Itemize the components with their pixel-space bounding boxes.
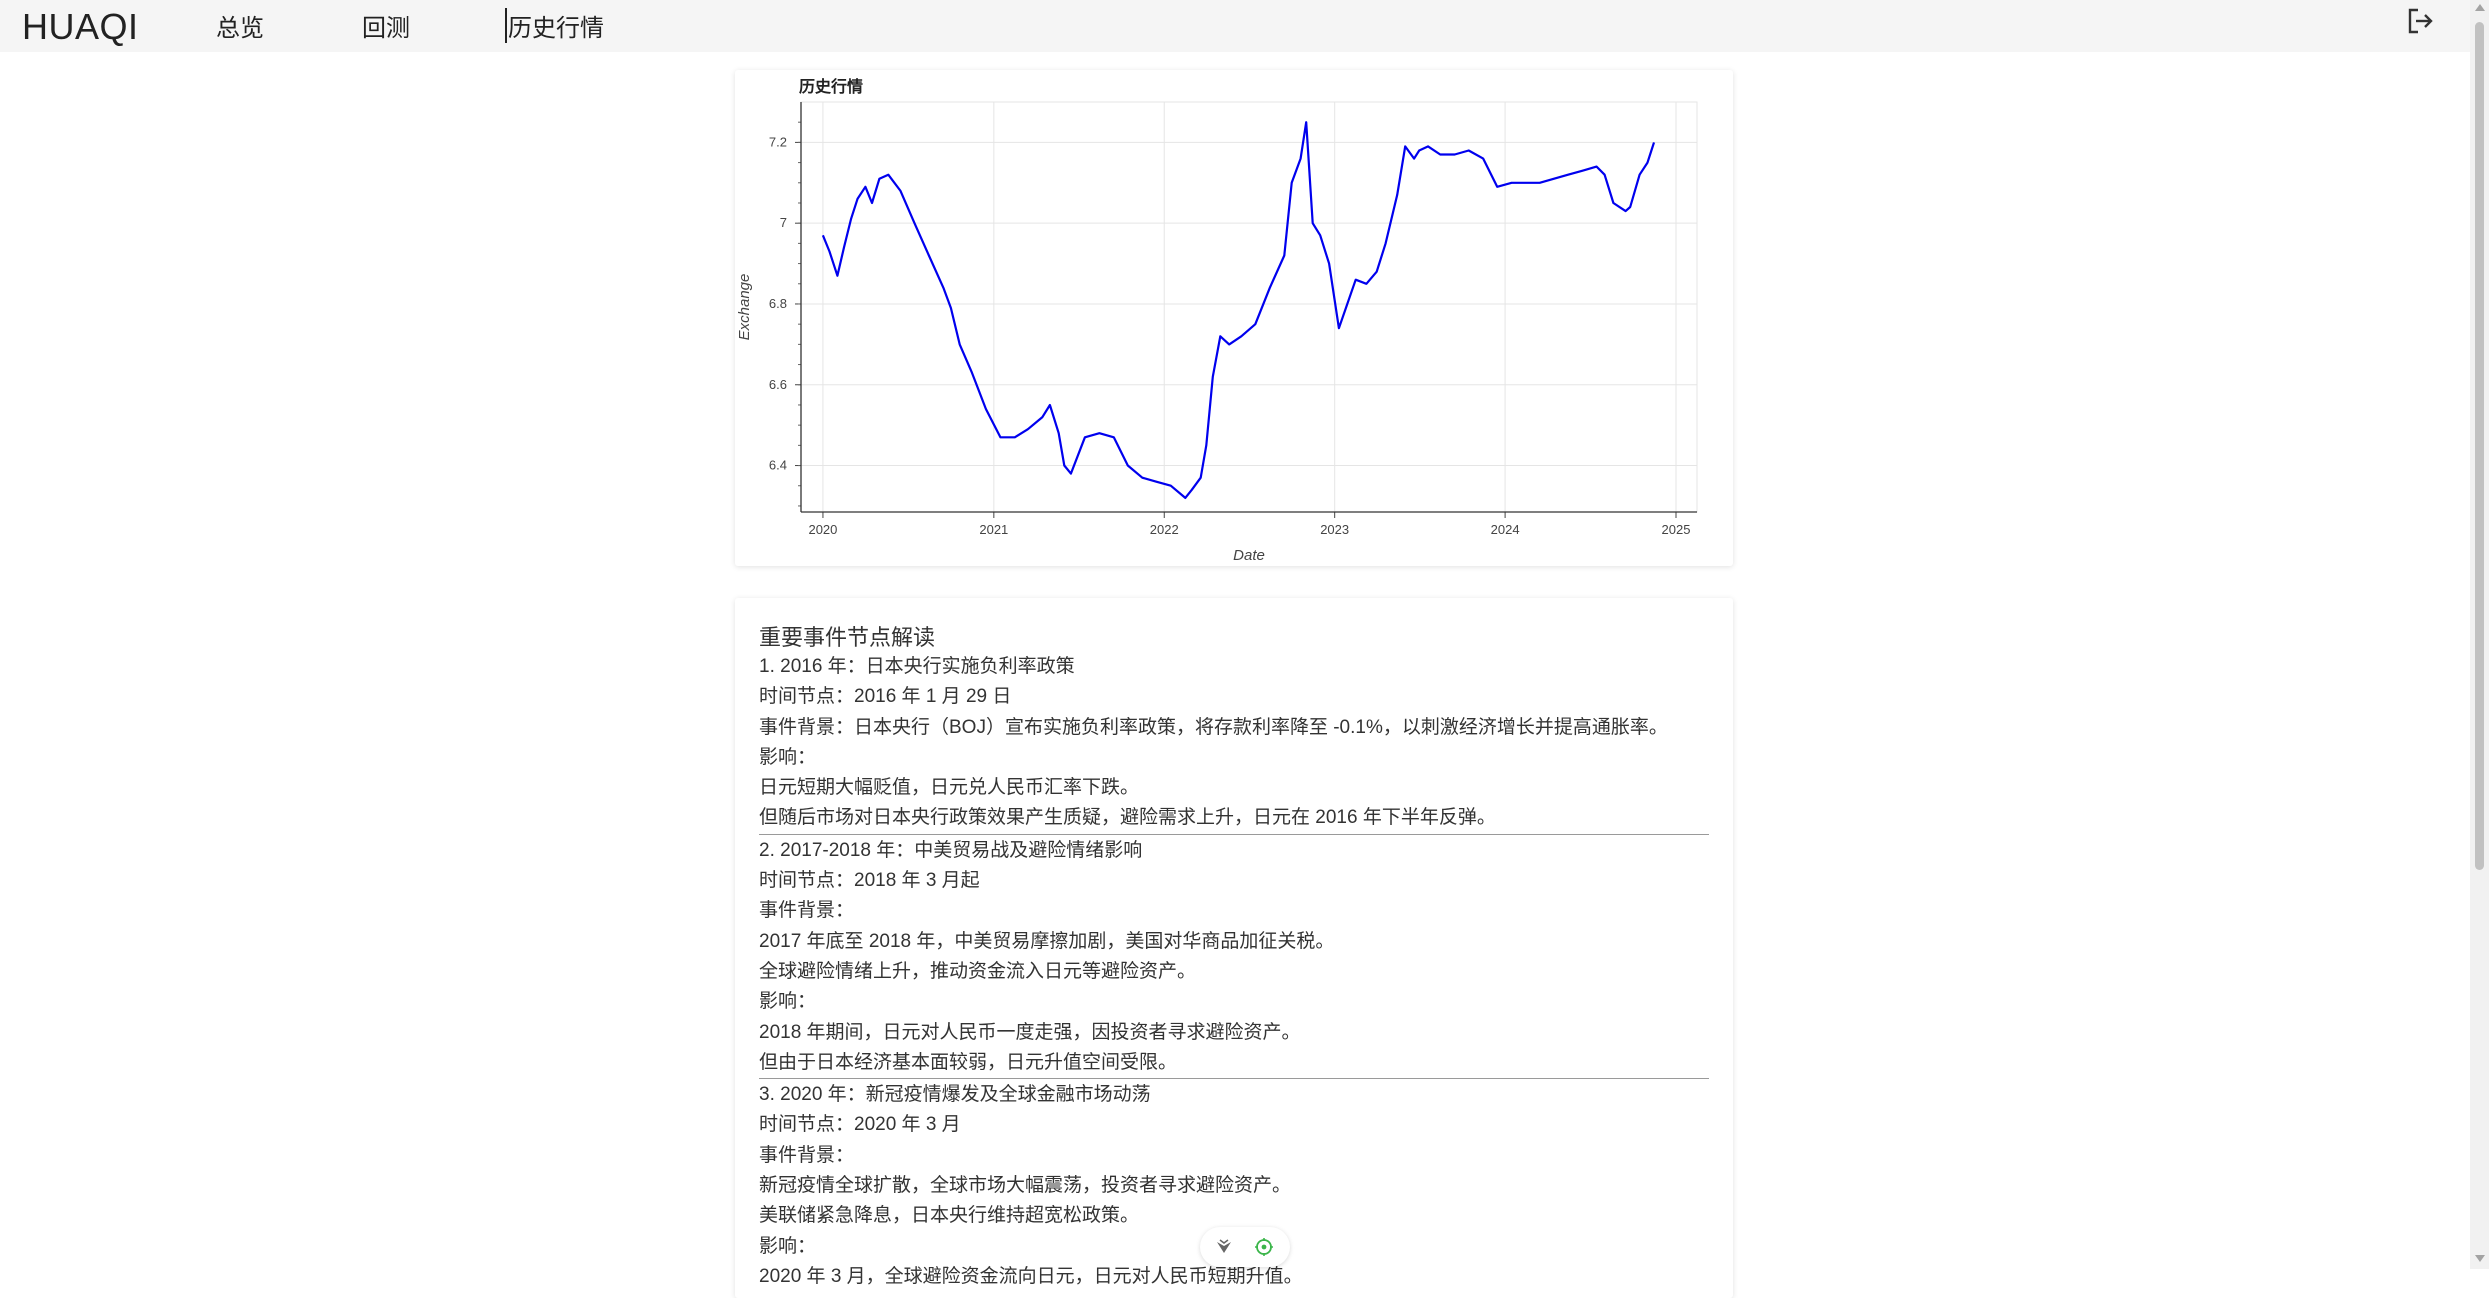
y-axis-label: Exchange (736, 274, 753, 341)
nav-history[interactable]: 历史行情 (505, 8, 604, 43)
event-line: 影响： (759, 1235, 817, 1257)
event-line: 时间节点：2018 年 3 月起 (759, 870, 980, 892)
events-card: 重要事件节点解读 1. 2016 年：日本央行实施负利率政策 时间节点：2016 … (735, 598, 1733, 1298)
chart-title: 历史行情 (799, 77, 863, 96)
event-line: 全球避险情绪上升，推动资金流入日元等避险资产。 (759, 960, 1197, 982)
event-line: 事件背景： (759, 1144, 855, 1166)
history-chart-card: 2020 2021 2022 2023 2024 2025 6.4 6.6 6.8 7 7.2 历史行… (735, 70, 1733, 566)
scroll-down-arrow-icon[interactable] (2475, 1255, 2485, 1262)
event-heading: 2. 2017-2018 年：中美贸易战及避险情绪影响 (759, 839, 1143, 861)
x-axis-label: Date (1233, 547, 1265, 564)
event-line: 事件背景： (759, 900, 855, 922)
logout-icon[interactable] (2405, 6, 2435, 36)
event-heading: 3. 2020 年：新冠疫情爆发及全球金融市场动荡 (759, 1084, 1151, 1106)
event-line: 时间节点：2016 年 1 月 29 日 (759, 686, 1012, 708)
nav-backtest[interactable]: 回测 (362, 15, 410, 42)
event-heading: 1. 2016 年：日本央行实施负利率政策 (759, 656, 1075, 677)
x-tick-label: 2021 (979, 522, 1008, 537)
y-tick-label: 6.6 (769, 377, 787, 392)
target-icon[interactable] (1254, 1237, 1274, 1257)
event-line: 2017 年底至 2018 年，中美贸易摩擦加剧，美国对华商品加征关税。 (759, 930, 1335, 952)
y-tick-label: 7.2 (769, 134, 787, 149)
x-tick-label: 2023 (1320, 522, 1349, 537)
y-tick-label: 6.4 (769, 458, 787, 473)
y-tick-label: 6.8 (769, 296, 787, 311)
brand-logo[interactable]: HUAQI (22, 6, 139, 47)
event-line: 事件背景：日本央行（BOJ）宣布实施负利率政策，将存款利率降至 -0.1%，以刺… (759, 716, 1668, 738)
event-line: 影响： (759, 746, 817, 768)
scroll-up-arrow-icon[interactable] (2475, 4, 2485, 11)
events-list: 1. 2016 年：日本央行实施负利率政策 时间节点：2016 年 1 月 29 … (759, 652, 1709, 1293)
y-tick-label: 7 (780, 215, 787, 230)
history-chart[interactable]: 2020 2021 2022 2023 2024 2025 6.4 6.6 6.8 7 7.2 历史行… (735, 70, 1733, 566)
event-line: 新冠疫情全球扩散，全球市场大幅震荡，投资者寻求避险资产。 (759, 1175, 1292, 1197)
event-line: 但随后市场对日本央行政策效果产生质疑，避险需求上升，日元在 2016 年下半年反… (759, 807, 1496, 829)
filter-down-icon[interactable] (1214, 1237, 1234, 1257)
event-line: 时间节点：2020 年 3 月 (759, 1114, 961, 1136)
event-line: 影响： (759, 991, 817, 1013)
event-line: 2018 年期间，日元对人民币一度走强，因投资者寻求避险资产。 (759, 1021, 1301, 1043)
top-navbar: HUAQI 总览 回测 历史行情 (0, 0, 2470, 52)
x-tick-label: 2022 (1150, 522, 1179, 537)
event-block: 2. 2017-2018 年：中美贸易战及避险情绪影响 时间节点：2018 年 3… (759, 836, 1709, 1080)
event-line: 美联储紧急降息，日本央行维持超宽松政策。 (759, 1205, 1140, 1227)
nav-overview[interactable]: 总览 (216, 15, 264, 42)
floating-toolbar (1200, 1227, 1290, 1267)
x-tick-label: 2020 (808, 522, 837, 537)
exchange-line (821, 121, 1656, 499)
x-tick-label: 2024 (1491, 522, 1520, 537)
x-tick-label: 2025 (1662, 522, 1691, 537)
plot-area (800, 101, 1698, 513)
events-title: 重要事件节点解读 (759, 625, 936, 650)
event-line: 但由于日本经济基本面较弱，日元升值空间受限。 (759, 1051, 1178, 1073)
page-scrollbar[interactable] (2470, 0, 2489, 1269)
event-block: 1. 2016 年：日本央行实施负利率政策 时间节点：2016 年 1 月 29 … (759, 652, 1709, 835)
event-line: 日元短期大幅贬值，日元兑人民币汇率下跌。 (759, 777, 1140, 799)
scroll-thumb[interactable] (2475, 22, 2484, 870)
